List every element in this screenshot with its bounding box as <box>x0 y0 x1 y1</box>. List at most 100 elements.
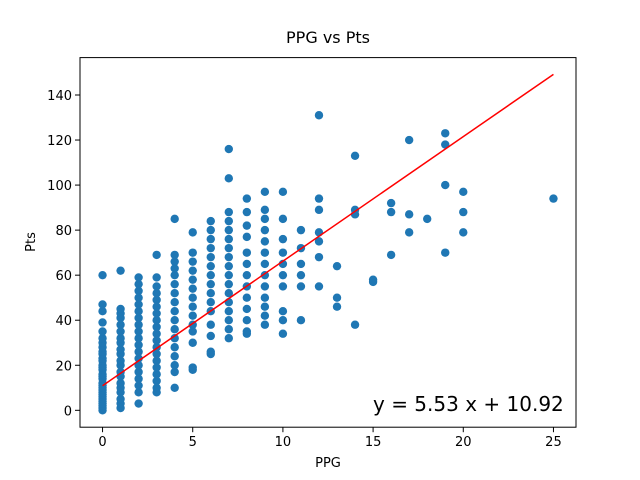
scatter-point <box>260 248 270 257</box>
x-tick-label: 15 <box>365 435 382 450</box>
scatter-point <box>152 273 161 282</box>
scatter-point <box>134 300 143 309</box>
scatter-point <box>116 320 125 329</box>
scatter-point <box>152 383 161 392</box>
scatter-point <box>116 379 125 388</box>
scatter-point <box>224 252 233 262</box>
scatter-point <box>278 329 288 338</box>
scatter-point <box>152 302 161 311</box>
x-tick-label: 5 <box>189 435 197 450</box>
x-tick-label: 25 <box>545 435 562 450</box>
scatter-point <box>242 221 252 230</box>
scatter-point <box>242 207 252 217</box>
scatter-point <box>278 316 288 325</box>
scatter-point <box>260 205 270 215</box>
scatter-point <box>206 279 215 289</box>
scatter-point <box>242 194 252 203</box>
scatter-point <box>350 151 360 160</box>
scatter-point <box>170 352 179 361</box>
scatter-point <box>224 234 233 244</box>
scatter-point <box>170 270 179 280</box>
scatter-point <box>224 243 233 253</box>
scatter-point <box>242 232 252 242</box>
scatter-point <box>314 237 324 246</box>
scatter-point <box>152 356 161 365</box>
scatter-point <box>170 279 179 289</box>
scatter-point <box>278 307 288 316</box>
scatter-point <box>134 320 143 329</box>
scatter-point <box>170 307 179 316</box>
scatter-point <box>152 295 161 305</box>
scatter-point <box>278 214 288 224</box>
y-tick-label: 100 <box>47 179 72 194</box>
scatter-point <box>116 394 125 404</box>
scatter-point <box>224 325 233 334</box>
scatter-point <box>134 347 143 356</box>
scatter-point <box>206 216 215 226</box>
scatter-point <box>206 320 215 329</box>
scatter-point <box>188 284 197 293</box>
scatter-point <box>206 261 215 271</box>
y-axis-label: Pts <box>24 232 39 252</box>
scatter-point <box>260 282 270 291</box>
scatter-point <box>170 214 179 224</box>
scatter-point <box>152 363 161 372</box>
scatter-point <box>296 282 306 291</box>
scatter-point <box>242 316 252 325</box>
scatter-point <box>134 286 143 296</box>
scatter-point <box>170 367 179 377</box>
scatter-point <box>224 334 233 343</box>
scatter-point <box>188 311 197 320</box>
scatter-point <box>116 334 125 343</box>
scatter-point <box>260 302 270 311</box>
scatter-point <box>350 320 360 329</box>
scatter-point <box>260 320 270 329</box>
scatter-point <box>134 340 143 350</box>
scatter-point <box>224 225 233 235</box>
scatter-point <box>332 293 342 302</box>
axes-frame <box>79 57 577 428</box>
scatter-point <box>206 243 215 253</box>
scatter-point <box>170 334 179 343</box>
scatter-point <box>224 316 233 325</box>
scatter-point <box>296 316 306 325</box>
scatter-point <box>134 307 143 316</box>
scatter-point <box>332 261 342 271</box>
scatter-point <box>116 266 125 275</box>
scatter-point <box>152 322 161 332</box>
scatter-point <box>206 347 215 356</box>
scatter-point <box>242 248 252 257</box>
scatter-point <box>152 329 161 338</box>
scatter-point <box>98 307 107 316</box>
scatter-point <box>116 356 125 365</box>
scatter-point <box>278 187 288 197</box>
scatter-point <box>206 270 215 280</box>
scatter-point <box>152 250 161 260</box>
scatter-point <box>260 225 270 235</box>
scatter-point <box>549 194 558 203</box>
scatter-point <box>206 288 215 298</box>
scatter-point <box>170 383 179 392</box>
scatter-point <box>134 374 143 383</box>
scatter-point <box>206 297 215 307</box>
scatter-point <box>224 207 233 217</box>
x-tick-label: 10 <box>275 435 292 450</box>
chart-title: PPG vs Pts <box>286 28 370 47</box>
scatter-point <box>170 325 179 334</box>
scatter-point <box>224 216 233 226</box>
scatter-point <box>152 316 161 325</box>
scatter-point <box>188 228 197 237</box>
scatter-point <box>206 331 215 341</box>
scatter-point <box>314 111 324 120</box>
scatter-point <box>134 334 143 343</box>
scatter-point <box>404 135 414 145</box>
scatter-point <box>134 273 143 282</box>
y-tick-label: 60 <box>55 269 72 284</box>
scatter-point <box>404 228 414 237</box>
y-tick-label: 0 <box>64 404 72 419</box>
scatter-point <box>152 376 161 386</box>
scatter-point <box>404 210 414 219</box>
y-tick-label: 80 <box>55 224 72 239</box>
scatter-point <box>188 302 197 311</box>
